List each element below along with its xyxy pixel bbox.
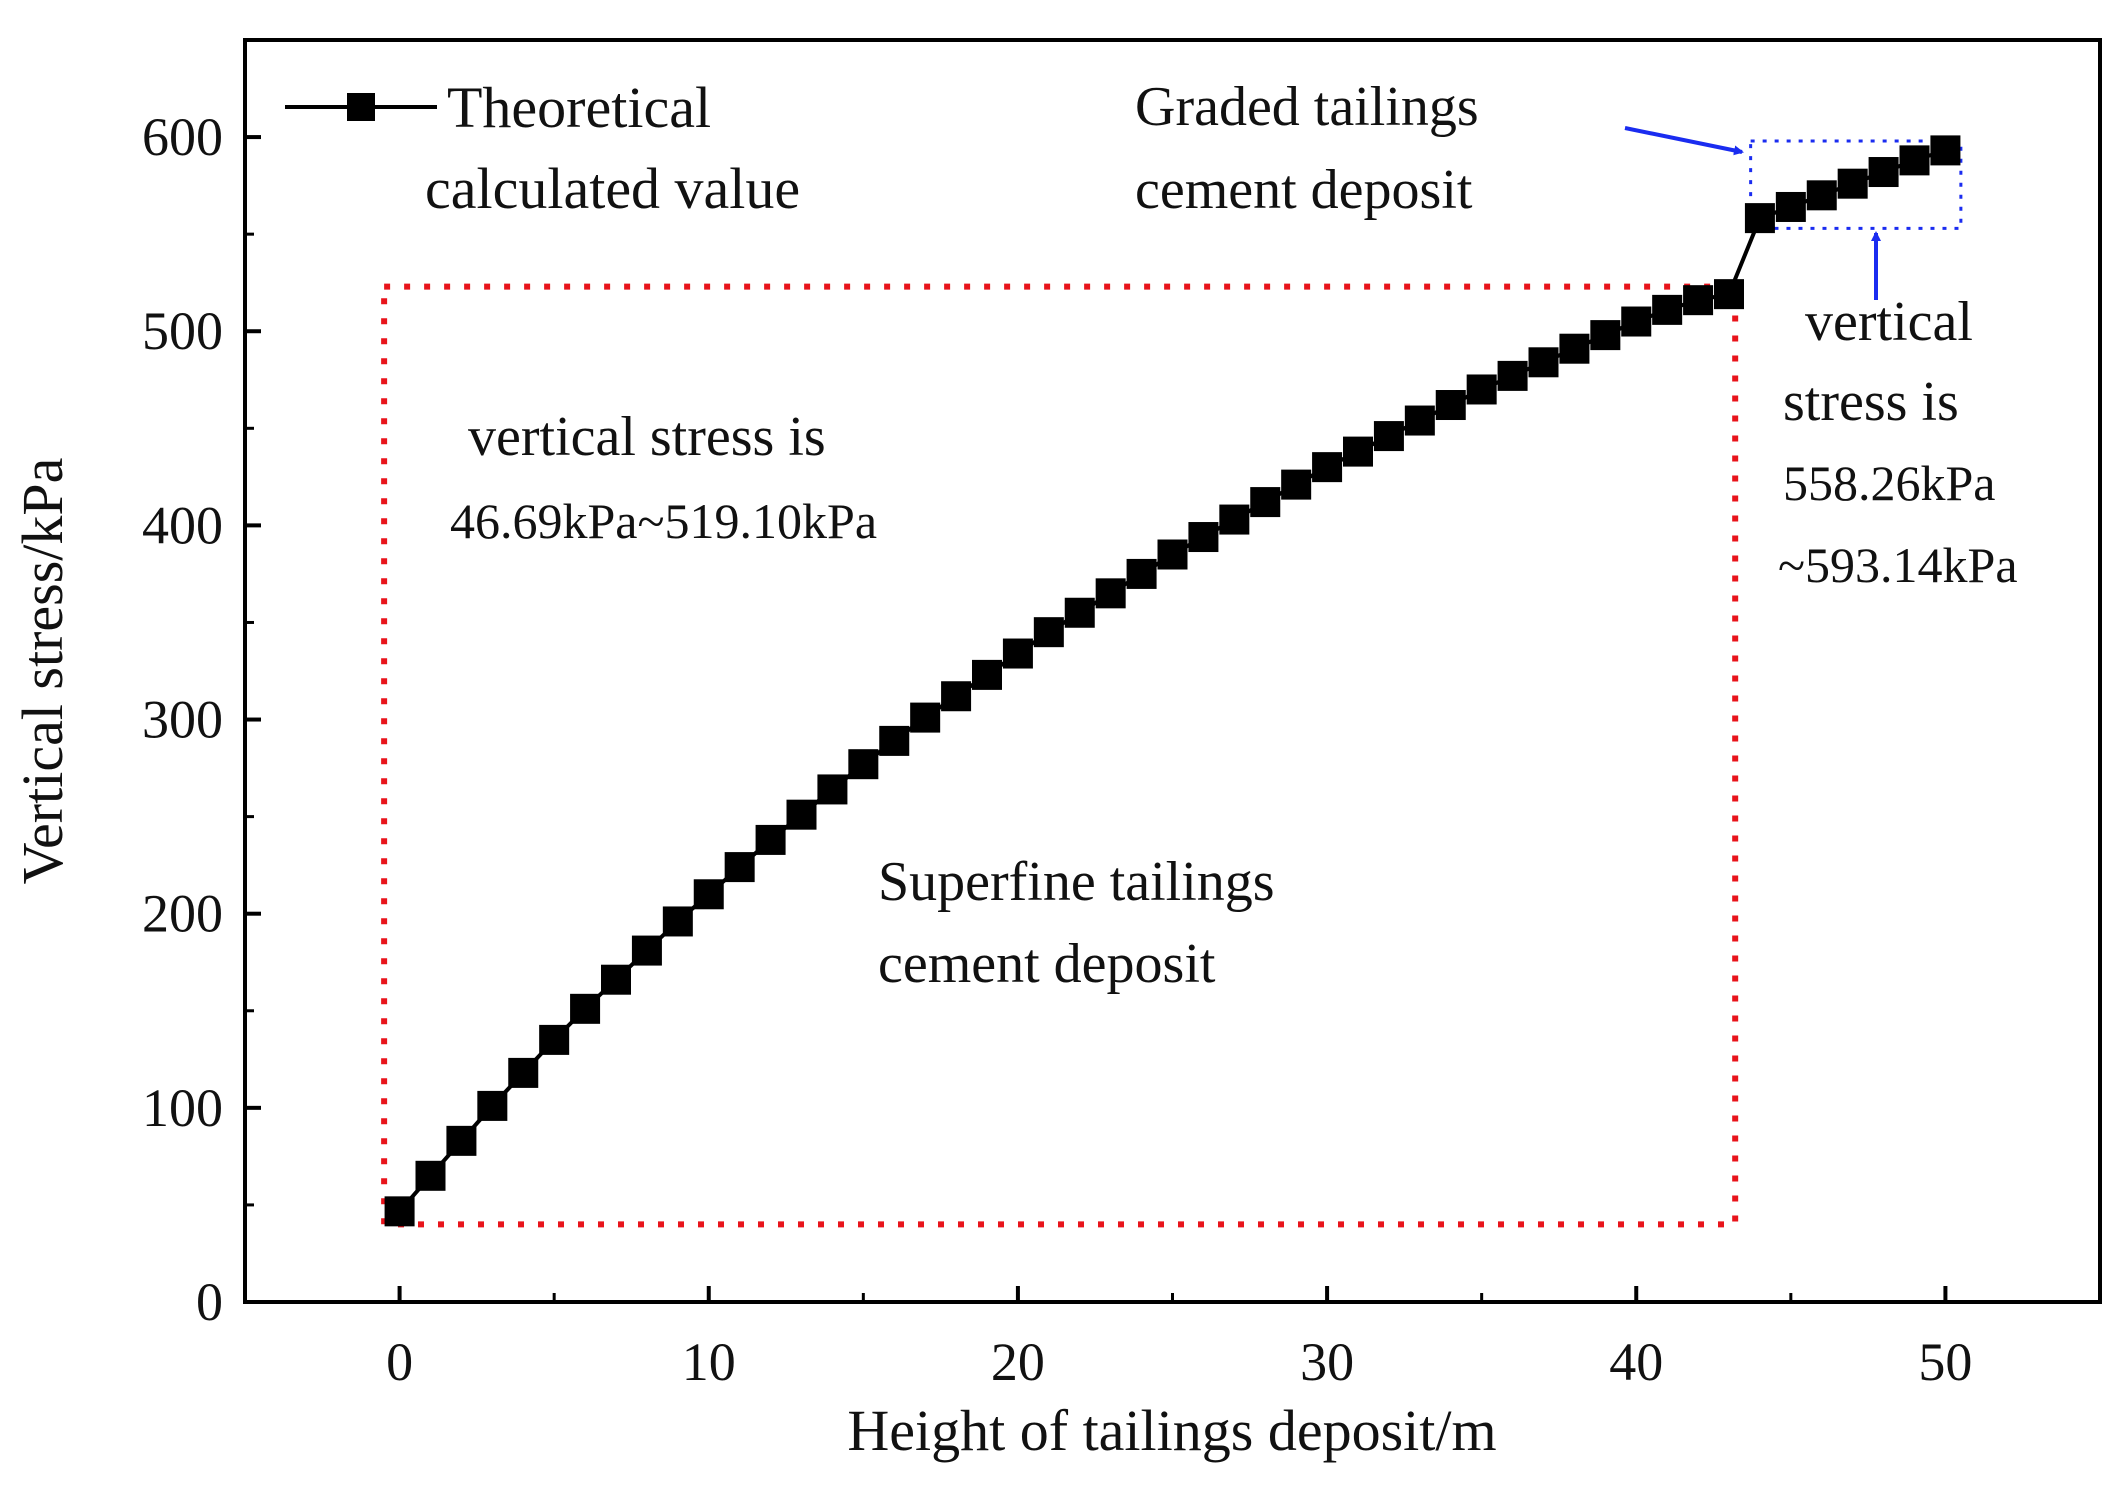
y-tick-label: 100 [142, 1078, 223, 1138]
superfine-label-line1: Superfine tailings [878, 851, 1275, 913]
x-tick-label: 20 [991, 1332, 1045, 1392]
legend: Theoretical calculated value [285, 75, 800, 221]
graded-region-box [1749, 139, 1963, 230]
data-point [1528, 347, 1559, 378]
legend-label-line2: calculated value [425, 156, 800, 221]
data-point [1775, 191, 1806, 222]
data-point [539, 1024, 570, 1055]
data-point [1621, 306, 1652, 337]
superfine-range-line1: vertical stress is [468, 406, 826, 468]
data-point [786, 799, 817, 830]
data-point [1033, 617, 1064, 648]
data-point [1497, 360, 1528, 391]
data-point [693, 879, 724, 910]
data-point [910, 702, 941, 733]
y-tick-label: 0 [196, 1272, 223, 1332]
superfine-label-line2: cement deposit [878, 933, 1216, 995]
data-point [1899, 145, 1930, 176]
y-tick-label: 300 [142, 690, 223, 750]
data-point [446, 1125, 477, 1156]
data-point [1343, 436, 1373, 467]
data-point [1126, 558, 1157, 589]
data-point [1064, 597, 1095, 628]
x-tick-label: 40 [1609, 1332, 1663, 1392]
axis-ticks [245, 135, 1948, 1304]
y-axis-title: Vertical stress/kPa [10, 458, 75, 885]
data-point [570, 993, 601, 1024]
legend-label-line1: Theoretical [447, 75, 711, 140]
data-point [1281, 469, 1312, 500]
x-tick-label: 30 [1300, 1332, 1354, 1392]
series-theoretical [384, 135, 1961, 1227]
data-point [1714, 279, 1744, 310]
superfine-region-box [381, 283, 1739, 1228]
data-point [1590, 320, 1621, 351]
data-point [1157, 539, 1188, 570]
data-point [1312, 452, 1343, 483]
x-tick-label: 50 [1918, 1332, 1972, 1392]
data-point [601, 964, 631, 995]
data-point [1373, 421, 1404, 452]
data-point [1806, 180, 1837, 211]
data-point [1930, 135, 1961, 166]
graded-range-line2: stress is [1783, 371, 1959, 433]
data-point [1095, 578, 1126, 609]
data-point [1652, 294, 1683, 325]
data-point [662, 906, 693, 937]
data-point [941, 681, 972, 712]
data-point [384, 1196, 415, 1227]
graded-label-line2: cement deposit [1135, 159, 1473, 221]
data-point [1404, 405, 1435, 436]
x-tick-label: 0 [386, 1332, 413, 1392]
y-tick-label: 400 [142, 495, 223, 555]
graded-range-line1: vertical [1805, 291, 1973, 353]
y-tick-label: 200 [142, 884, 223, 944]
data-point [879, 725, 910, 756]
y-tick-label: 500 [142, 301, 223, 361]
data-point [1837, 168, 1868, 199]
data-point [972, 659, 1002, 690]
data-point [1683, 285, 1714, 316]
data-point [1188, 522, 1219, 553]
data-point [1868, 157, 1899, 188]
graded-range-line3: 558.26kPa [1783, 455, 1996, 511]
data-point [508, 1057, 539, 1088]
plot-frame [243, 38, 2102, 1304]
data-point [1435, 390, 1466, 421]
y-tick-label: 600 [142, 107, 223, 167]
data-point [1219, 504, 1250, 535]
data-point [1559, 333, 1590, 364]
data-point [477, 1090, 508, 1121]
arrow-to-graded-box [1624, 126, 1744, 156]
data-point [817, 774, 848, 805]
graded-label-line1: Graded tailings [1135, 76, 1479, 138]
data-point [415, 1160, 446, 1191]
data-point [724, 852, 755, 883]
legend-marker [347, 93, 375, 121]
data-point [631, 935, 662, 966]
data-point [755, 824, 786, 855]
data-point [1250, 487, 1281, 518]
x-tick-label: 10 [682, 1332, 736, 1392]
graded-range-line4: ~593.14kPa [1778, 537, 2018, 593]
data-point [1466, 374, 1497, 405]
superfine-range-line2: 46.69kPa~519.10kPa [450, 493, 877, 549]
data-point [848, 749, 879, 780]
series-line [398, 148, 1947, 1213]
data-point [1744, 203, 1775, 234]
data-point [1002, 638, 1033, 669]
x-axis-title: Height of tailings deposit/m [847, 1398, 1496, 1463]
